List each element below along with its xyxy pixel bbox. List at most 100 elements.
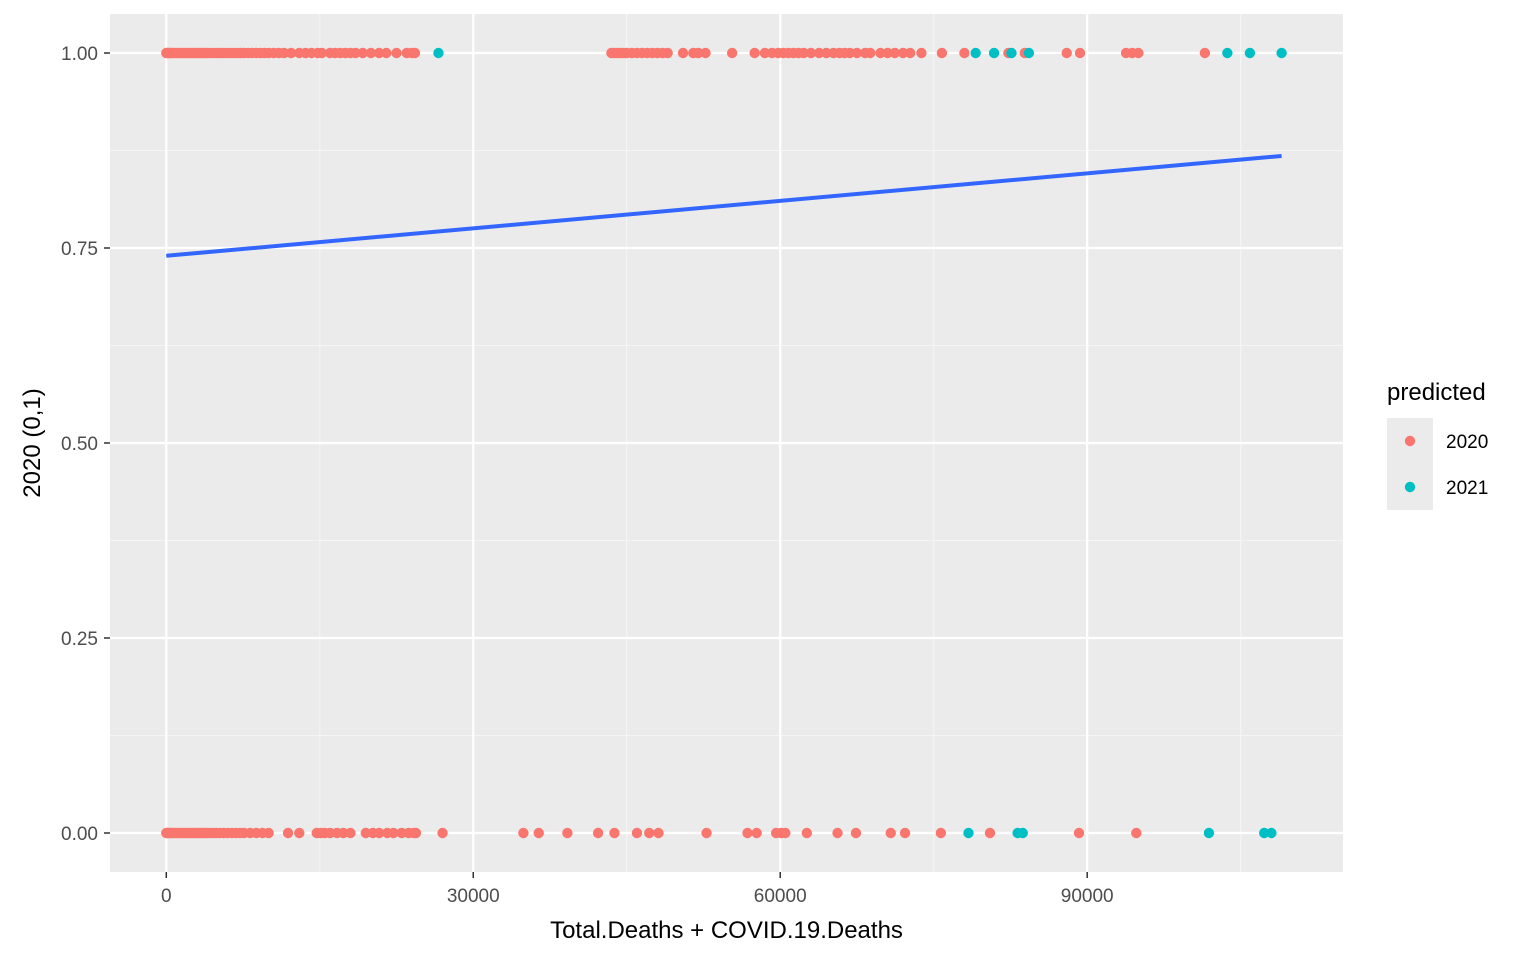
data-point-2021 [1023,47,1035,59]
x-tick-label: 0 [161,886,172,907]
legend-label-2020: 2020 [1446,432,1488,453]
x-tick-label: 90000 [1061,886,1114,907]
data-point-2020 [592,827,604,839]
data-point-2020 [693,47,704,59]
data-points [161,47,1287,839]
data-point-2020 [357,47,368,59]
data-point-2020 [751,827,762,839]
major-gridlines [110,14,1343,872]
data-point-2021 [1244,47,1256,59]
y-tick-label: 0.00 [61,824,98,845]
data-point-2020 [959,47,970,59]
data-point-2020 [631,827,643,839]
data-point-2020 [285,47,297,59]
x-axis-title: Total.Deaths + COVID.19.Deaths [550,917,903,944]
data-point-2021 [1266,827,1277,839]
data-point-2020 [316,47,328,59]
data-point-2021 [1017,827,1028,839]
axes: 0 30000 60000 90000 0.00 0.25 0.50 0.75 1.00 [61,44,1114,907]
data-point-2020 [662,47,673,59]
x-tick-label: 60000 [754,886,807,907]
y-tick-label: 0.50 [61,434,98,455]
data-point-2020 [749,47,760,59]
data-point-2021 [1222,47,1233,59]
legend-title: predicted [1387,379,1486,406]
data-point-2020 [533,827,544,839]
data-point-2020 [798,47,809,59]
data-point-2020 [916,47,927,59]
legend: predicted 2020 2021 [1387,379,1488,510]
data-point-2020 [396,827,407,839]
data-point-2020 [360,827,372,839]
data-point-2020 [984,827,996,839]
data-point-2020 [609,827,620,839]
data-point-2020 [437,827,448,839]
data-point-2021 [970,47,981,59]
data-point-2021 [1259,827,1270,839]
data-point-2020 [821,47,832,59]
data-point-2020 [897,47,909,59]
data-point-2020 [1133,47,1144,59]
data-point-2020 [388,827,399,839]
data-point-2021 [1203,827,1215,839]
data-point-2020 [278,47,290,59]
data-point-2020 [742,827,753,839]
data-point-2020 [562,827,573,839]
data-point-2021 [988,47,1000,59]
data-point-2020 [338,827,349,839]
data-point-2020 [1199,47,1211,59]
data-point-2020 [1073,827,1085,839]
data-point-2020 [1131,827,1142,839]
data-point-2020 [701,827,712,839]
data-point-2020 [780,827,791,839]
y-tick-label: 1.00 [61,44,98,65]
data-point-2020 [409,47,421,59]
data-point-2020 [889,47,901,59]
data-point-2020 [1074,47,1086,59]
data-point-2020 [875,47,886,59]
y-tick-label: 0.25 [61,629,98,650]
data-point-2020 [410,827,422,839]
y-tick-label: 0.75 [61,239,98,260]
y-axis-title: 2020 (0,1) [19,388,46,497]
data-point-2020 [365,47,377,59]
data-point-2020 [700,47,711,59]
data-point-2021 [1276,47,1287,59]
fit-line-group [166,153,1282,258]
data-point-2020 [865,47,876,59]
x-tick-label: 30000 [447,886,500,907]
data-point-2020 [518,827,529,839]
data-point-2020 [832,827,843,839]
data-point-2020 [644,827,655,839]
data-point-2020 [350,47,361,59]
data-point-2021 [963,827,974,839]
legend-label-2021: 2021 [1446,478,1488,499]
data-point-2020 [726,47,738,59]
data-point-2020 [373,827,385,839]
fit-line [166,153,1282,258]
data-point-2020 [935,827,947,839]
data-point-2020 [885,827,896,839]
data-point-2020 [391,47,402,59]
data-point-2020 [936,47,948,59]
data-point-2020 [899,827,911,839]
data-point-2020 [904,47,916,59]
data-point-2020 [653,827,664,839]
data-point-2020 [677,47,689,59]
data-point-2020 [805,47,817,59]
data-point-2020 [813,47,825,59]
data-point-2020 [851,47,863,59]
data-point-2020 [801,827,813,839]
legend-marker-2020 [1404,435,1416,447]
data-point-2020 [759,47,771,59]
data-point-2020 [1061,47,1072,59]
data-point-2020 [882,47,893,59]
data-point-2021 [1006,47,1017,59]
data-point-2020 [373,47,385,59]
data-point-2020 [294,827,305,839]
data-point-2020 [263,827,274,839]
data-point-2021 [433,47,444,59]
data-point-2020 [850,827,862,839]
legend-marker-2021 [1404,481,1416,493]
